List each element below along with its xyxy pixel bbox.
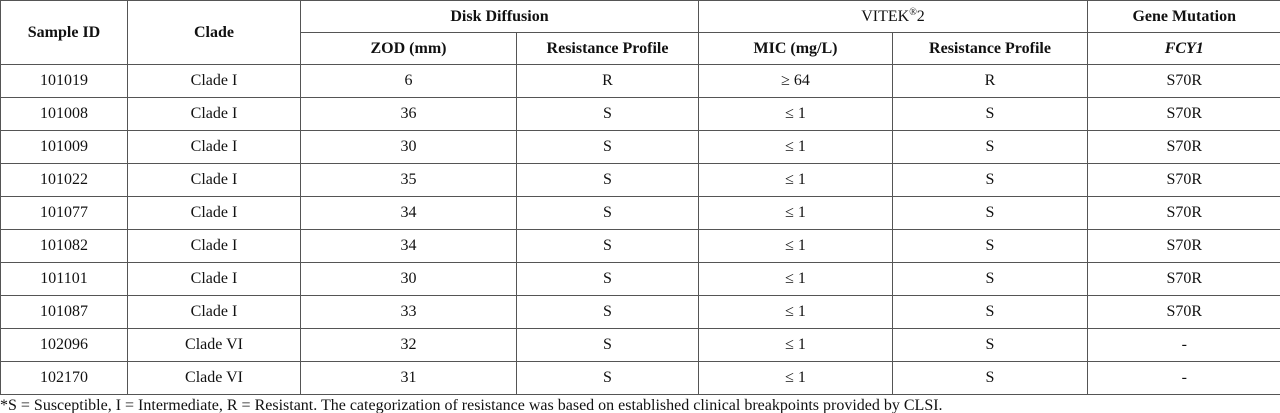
table-cell: - [1087,361,1280,395]
table-cell: S [516,262,699,296]
subheader-cell: MIC (mg/L) [698,32,893,65]
table-cell: 101019 [0,64,128,98]
table-body: 101019 Clade I 6 R ≥ 64 R S70R 101008 Clade I 36 S… [0,64,1280,395]
table-cell: S70R [1087,163,1280,197]
table-cell: ≤ 1 [698,163,893,197]
subheader-cell: Resistance Profile [892,32,1088,65]
table-cell: 101009 [0,130,128,164]
table-cell: S70R [1087,295,1280,329]
table-row: 101101 Clade I 30 S ≤ 1 S S70R [0,262,1280,296]
table-cell: S70R [1087,130,1280,164]
table-cell: Clade I [127,163,301,197]
table-cell: 34 [300,229,517,263]
header-text: 2 [916,7,925,25]
table-cell: S70R [1087,229,1280,263]
table-cell: R [892,64,1088,98]
table-cell: ≤ 1 [698,130,893,164]
table-cell: 31 [300,361,517,395]
table-cell: S [516,229,699,263]
table-cell: S [892,97,1088,131]
resistance-table: Sample ID Clade Disk Diffusion VITEK®2 G… [0,0,1280,395]
table-cell: Clade I [127,130,301,164]
table-cell: 30 [300,262,517,296]
table-cell: S70R [1087,97,1280,131]
table-cell: Clade I [127,97,301,131]
table-cell: 101022 [0,163,128,197]
header-cell: Gene Mutation [1087,0,1280,33]
subheader-cell: ZOD (mm) [300,32,517,65]
table-cell: 36 [300,97,517,131]
header-cell: Disk Diffusion [300,0,699,33]
table-cell: 34 [300,196,517,230]
table-cell: S [892,196,1088,230]
table-cell: ≤ 1 [698,97,893,131]
table-row: 101008 Clade I 36 S ≤ 1 S S70R [0,97,1280,131]
header-text: VITEK [861,7,910,25]
table-cell: S [516,196,699,230]
table-cell: S [516,130,699,164]
table-cell: 35 [300,163,517,197]
table-cell: S [892,229,1088,263]
header-cell: VITEK®2 [698,0,1088,33]
table-cell: Clade VI [127,361,301,395]
table-cell: S [516,361,699,395]
table-cell: S [892,163,1088,197]
table-cell: S [516,97,699,131]
table-cell: ≤ 1 [698,229,893,263]
table-cell: S [516,295,699,329]
table-cell: 101008 [0,97,128,131]
table-row: 101082 Clade I 34 S ≤ 1 S S70R [0,229,1280,263]
table-cell: Clade I [127,262,301,296]
table-cell: S [892,262,1088,296]
table-row: 101009 Clade I 30 S ≤ 1 S S70R [0,130,1280,164]
table-cell: ≤ 1 [698,295,893,329]
table-cell: 102096 [0,328,128,362]
table-cell: 33 [300,295,517,329]
table-cell: S70R [1087,262,1280,296]
footnote: *S = Susceptible, I = Intermediate, R = … [0,397,943,413]
table-cell: R [516,64,699,98]
table-cell: S [892,328,1088,362]
header-cell: Clade [127,0,301,65]
table-cell: 101101 [0,262,128,296]
table-row: 101022 Clade I 35 S ≤ 1 S S70R [0,163,1280,197]
table-cell: S70R [1087,64,1280,98]
table-cell: S [892,295,1088,329]
table-row: 101087 Clade I 33 S ≤ 1 S S70R [0,295,1280,329]
subheader-cell: Resistance Profile [516,32,699,65]
table-cell: Clade I [127,295,301,329]
table-cell: - [1087,328,1280,362]
table-cell: 32 [300,328,517,362]
table-cell: 101077 [0,196,128,230]
table-cell: ≤ 1 [698,196,893,230]
subheader-cell: FCY1 [1087,32,1280,65]
table-cell: Clade VI [127,328,301,362]
table-cell: S [892,130,1088,164]
table-cell: S [516,328,699,362]
table-cell: 102170 [0,361,128,395]
table-cell: ≤ 1 [698,361,893,395]
table-cell: 101082 [0,229,128,263]
table-cell: S70R [1087,196,1280,230]
table-cell: Clade I [127,229,301,263]
table-cell: 30 [300,130,517,164]
table-cell: ≤ 1 [698,328,893,362]
table-row: 101019 Clade I 6 R ≥ 64 R S70R [0,64,1280,98]
header-cell: Sample ID [0,0,128,65]
table-cell: S [516,163,699,197]
table-cell: 101087 [0,295,128,329]
table-cell: S [892,361,1088,395]
table-cell: ≤ 1 [698,262,893,296]
superscript: ® [909,6,917,18]
table-cell: ≥ 64 [698,64,893,98]
table-cell: Clade I [127,196,301,230]
table-cell: 6 [300,64,517,98]
table-row: 101077 Clade I 34 S ≤ 1 S S70R [0,196,1280,230]
table-cell: Clade I [127,64,301,98]
